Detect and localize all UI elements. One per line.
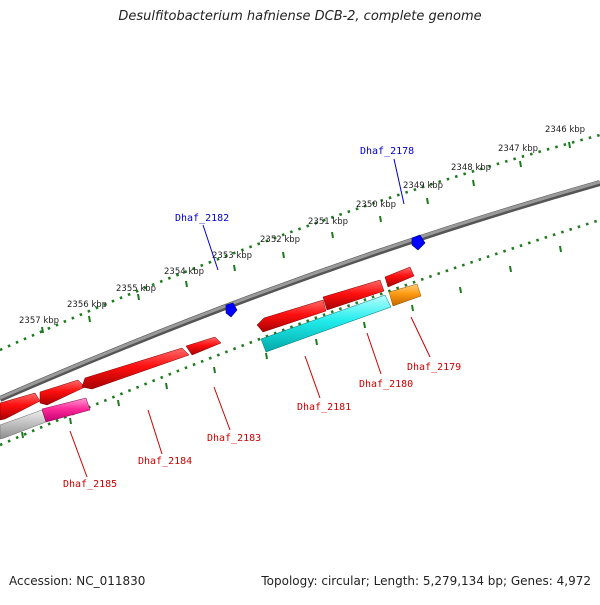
tick-mark (137, 293, 140, 301)
scale-label: 2352 kbp (260, 235, 300, 245)
tick-mark (88, 315, 91, 323)
gene-label-dhaf-2184[interactable]: Dhaf_2184 (138, 456, 192, 467)
genome-backbone (0, 180, 600, 400)
scale-label: 2351 kbp (308, 217, 348, 227)
inner-scale-ticks (21, 245, 562, 439)
gene-arrow[interactable] (81, 347, 190, 390)
tick-mark (331, 231, 334, 239)
tick-mark (379, 215, 382, 223)
accession-text: Accession: NC_011830 (9, 574, 146, 588)
scale-label: 2346 kbp (545, 125, 585, 135)
connector-dhaf-2180 (366, 332, 382, 375)
scale-label: 2356 kbp (67, 300, 107, 310)
connector-dhaf-2185 (69, 430, 88, 478)
gene-arrow[interactable] (384, 266, 415, 288)
tick-mark (519, 160, 522, 168)
tick-mark (363, 321, 366, 329)
map-title: Desulfitobacterium hafniense DCB-2, comp… (118, 9, 482, 24)
tick-mark (315, 338, 318, 346)
connector-dhaf-2178 (393, 158, 405, 205)
tick-mark (117, 399, 120, 407)
tick-mark (21, 431, 24, 439)
tick-mark (41, 326, 44, 334)
tick-mark (213, 366, 216, 374)
gene-marker-dhaf-2178[interactable] (411, 234, 426, 251)
label-connectors (69, 158, 431, 478)
tick-mark (185, 280, 188, 288)
gene-arrow-dhaf-2179[interactable] (388, 283, 422, 307)
inner-scale-arc (0, 218, 600, 447)
tick-mark (165, 382, 168, 390)
outer-scale-ticks (41, 141, 571, 334)
genome-backbone-shadow (0, 180, 600, 402)
connector-dhaf-2181 (304, 355, 321, 399)
gene-arrow[interactable] (322, 279, 385, 311)
tick-mark (459, 286, 462, 294)
scale-label: 2353 kbp (212, 251, 252, 261)
tick-mark (568, 141, 571, 149)
tick-mark (282, 251, 285, 259)
scale-label: 2357 kbp (19, 316, 59, 326)
gene-label-dhaf-2182[interactable]: Dhaf_2182 (175, 213, 229, 224)
tick-mark (559, 245, 562, 253)
tick-mark (411, 304, 414, 312)
connector-dhaf-2179 (410, 316, 431, 358)
connector-dhaf-2184 (147, 409, 163, 455)
gene-arrow[interactable] (39, 379, 86, 406)
gene-label-dhaf-2180[interactable]: Dhaf_2180 (359, 379, 413, 390)
scale-label: 2347 kbp (498, 144, 538, 154)
gene-arrow[interactable] (0, 392, 41, 421)
connector-dhaf-2182 (202, 224, 219, 271)
gene-label-dhaf-2178[interactable]: Dhaf_2178 (360, 146, 414, 157)
outer-scale-arc (0, 133, 600, 352)
gene-labels: Dhaf_2182 Dhaf_2178 Dhaf_2185 Dhaf_2184 … (63, 146, 461, 490)
scale-label: 2355 kbp (116, 284, 156, 294)
gene-arrow[interactable] (256, 299, 327, 333)
tick-mark (509, 265, 512, 273)
gene-arrow-dhaf-2181[interactable] (260, 294, 392, 353)
gene-arrow[interactable] (185, 336, 222, 356)
connector-dhaf-2183 (213, 386, 231, 431)
gene-label-dhaf-2181[interactable]: Dhaf_2181 (297, 402, 351, 413)
tick-mark (265, 352, 268, 360)
scale-label: 2348 kbp (451, 163, 491, 173)
gene-label-dhaf-2183[interactable]: Dhaf_2183 (207, 433, 261, 444)
gene-label-dhaf-2185[interactable]: Dhaf_2185 (63, 479, 117, 490)
genome-summary-text: Topology: circular; Length: 5,279,134 bp… (261, 574, 591, 588)
scale-label: 2354 kbp (164, 267, 204, 277)
gene-label-dhaf-2179[interactable]: Dhaf_2179 (407, 362, 461, 373)
gene-marker-dhaf-2182[interactable] (225, 302, 238, 318)
gene-arrow-dhaf-2185[interactable] (41, 397, 91, 423)
tick-mark (69, 417, 72, 425)
scale-label: 2349 kbp (403, 181, 443, 191)
gene-arrow[interactable] (0, 409, 47, 440)
scale-labels: 2357 kbp 2356 kbp 2355 kbp 2354 kbp 2353… (19, 125, 585, 326)
tick-mark (233, 264, 236, 272)
tick-mark (426, 197, 429, 205)
scale-label: 2350 kbp (356, 200, 396, 210)
tick-mark (472, 179, 475, 187)
